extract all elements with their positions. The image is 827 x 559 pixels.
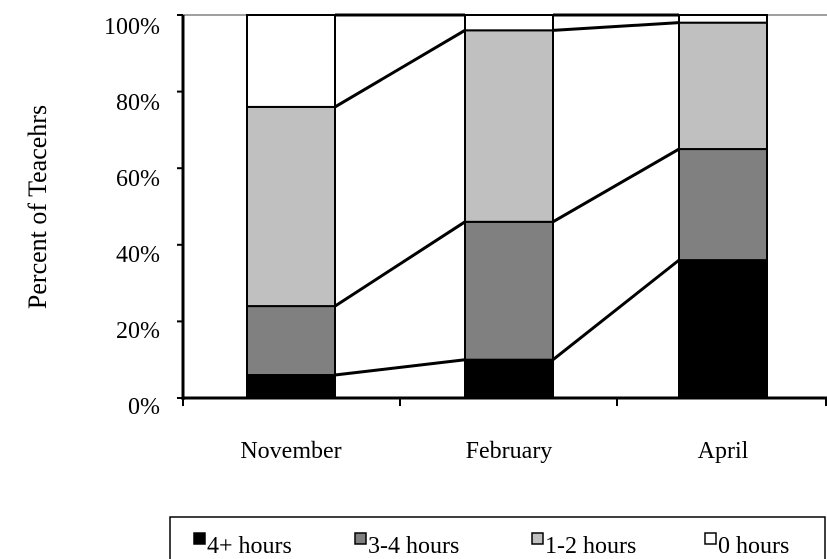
x-tick-label: November [240,438,341,464]
legend-swatch-0-hours [704,532,717,545]
y-tick-label: 40% [116,242,160,268]
bar-segment [246,305,336,377]
series-connector-line [552,147,680,224]
bar-segment [464,29,554,223]
bar-segment [246,105,336,308]
plot-area [177,13,827,406]
legend-swatch-3-4-hours [354,532,367,545]
y-axis-title: Percent of Teacehrs [23,105,52,309]
y-tick-label: 60% [116,166,160,192]
series-connector-line [552,258,680,361]
bar-segment [464,220,554,361]
legend-swatch-4plus-hours [193,532,206,545]
legend-swatch-1-2-hours [531,532,544,545]
y-tick-label: 20% [116,318,160,344]
y-tick-label: 100% [104,14,160,40]
bar-segment [464,358,554,400]
bar-segment [678,21,768,151]
legend: 4+ hours 3-4 hours 1-2 hours 0 hours [169,516,826,559]
x-tick-label: February [466,438,553,464]
bar-segment [246,14,336,108]
bar-segment [246,374,336,399]
legend-label: 1-2 hours [545,533,636,559]
x-axis-tick-labels: November February April [240,438,748,464]
legend-label: 3-4 hours [368,533,459,559]
bar-segment [678,14,768,24]
legend-label: 0 hours [718,533,789,559]
series-connector-line [334,29,466,109]
x-tick-label: April [698,438,749,464]
bar-segment [678,259,768,399]
series-connector-line [334,220,466,308]
legend-label: 4+ hours [207,533,292,559]
y-tick-label: 0% [128,394,160,420]
bar-segment [464,14,554,32]
bar-segment [678,148,768,262]
y-axis-tick-labels: 0% 20% 40% 60% 80% 100% [104,14,160,420]
y-tick-label: 80% [116,90,160,116]
series-connector-line [552,21,680,32]
series-connector-line [334,358,466,377]
